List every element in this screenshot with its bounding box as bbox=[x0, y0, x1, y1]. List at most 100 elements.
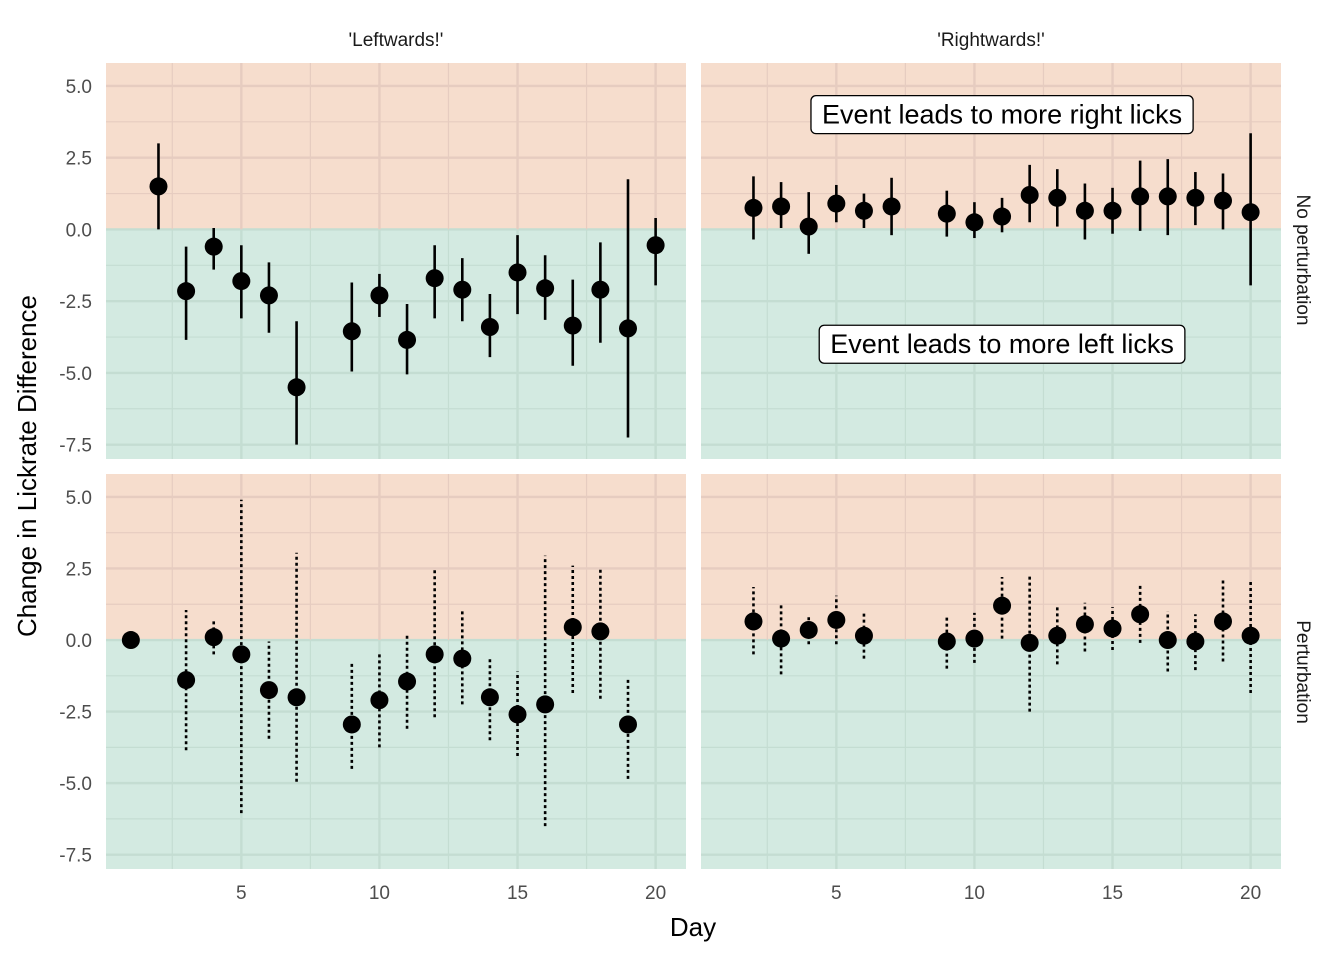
column-label-rightwards: 'Rightwards!' bbox=[937, 30, 1045, 51]
data-point bbox=[149, 177, 168, 196]
data-point bbox=[1020, 633, 1039, 652]
data-point bbox=[1048, 188, 1067, 207]
data-point bbox=[287, 378, 306, 397]
data-point bbox=[646, 236, 665, 255]
data-point bbox=[1158, 631, 1177, 650]
marks-layer bbox=[121, 133, 1260, 827]
data-point bbox=[619, 715, 637, 734]
y-tick-label: -2.5 bbox=[59, 703, 92, 724]
data-point bbox=[827, 610, 846, 629]
data-point bbox=[536, 695, 555, 714]
data-point bbox=[342, 322, 361, 341]
data-point bbox=[287, 688, 306, 707]
data-point bbox=[177, 282, 196, 301]
negative-region bbox=[106, 229, 686, 459]
data-point bbox=[398, 330, 417, 349]
data-point bbox=[619, 319, 637, 338]
data-point bbox=[480, 688, 499, 707]
x-tick-label: 5 bbox=[236, 883, 247, 904]
data-point bbox=[342, 715, 361, 734]
data-point bbox=[993, 596, 1012, 615]
series-no-perturbation-leftwards bbox=[149, 143, 665, 445]
data-point bbox=[965, 629, 984, 648]
annotation-text: Event leads to more right licks bbox=[822, 100, 1182, 130]
data-point bbox=[259, 681, 278, 700]
panel-perturbation-rightwards bbox=[701, 474, 1281, 869]
series-perturbation-rightwards bbox=[744, 574, 1260, 712]
data-point bbox=[563, 618, 582, 637]
data-point bbox=[772, 629, 791, 648]
annotation-box bbox=[818, 324, 1186, 364]
data-point bbox=[1131, 605, 1150, 624]
panel-no-perturbation-leftwards bbox=[106, 63, 686, 459]
data-point bbox=[204, 628, 223, 647]
annotation-layer: Event leads to more right licks Event lea… bbox=[810, 95, 1194, 364]
data-point bbox=[508, 705, 527, 724]
data-point bbox=[854, 626, 873, 645]
data-point bbox=[882, 197, 901, 216]
data-point bbox=[1241, 203, 1260, 222]
data-point bbox=[772, 197, 791, 216]
x-tick-label: 10 bbox=[964, 883, 985, 904]
data-point bbox=[370, 286, 389, 305]
data-point bbox=[1186, 632, 1205, 651]
row-label-no-perturbation: No perturbation bbox=[1292, 195, 1313, 326]
x-tick-label: 20 bbox=[645, 883, 666, 904]
data-point bbox=[1131, 187, 1150, 206]
data-point bbox=[425, 645, 444, 664]
data-point bbox=[398, 672, 417, 691]
data-point bbox=[744, 612, 763, 631]
x-axis-title: Day bbox=[670, 912, 716, 942]
data-point bbox=[799, 217, 818, 236]
data-point bbox=[1103, 619, 1122, 638]
negative-region bbox=[701, 640, 1281, 869]
data-point bbox=[827, 194, 846, 213]
data-point bbox=[1214, 191, 1232, 210]
data-point bbox=[854, 201, 873, 220]
data-point bbox=[993, 207, 1012, 226]
data-point bbox=[121, 631, 140, 650]
data-point bbox=[453, 280, 472, 299]
data-point bbox=[937, 204, 956, 223]
data-point bbox=[1103, 201, 1122, 220]
labels-layer: 'Leftwards!' 'Rightwards!' No perturbati… bbox=[12, 30, 1313, 942]
y-tick-label: 2.5 bbox=[66, 559, 92, 580]
data-point bbox=[370, 691, 389, 710]
annotation-text: Event leads to more left licks bbox=[830, 329, 1174, 359]
x-tick-label: 10 bbox=[369, 883, 390, 904]
data-point bbox=[591, 622, 610, 641]
data-point bbox=[1214, 612, 1232, 631]
series-perturbation-leftwards bbox=[121, 499, 637, 827]
data-point bbox=[232, 272, 251, 291]
data-point bbox=[799, 620, 818, 639]
row-label-perturbation: Perturbation bbox=[1292, 620, 1313, 724]
data-point bbox=[1020, 186, 1039, 204]
y-tick-label: -2.5 bbox=[59, 292, 92, 313]
data-point bbox=[591, 280, 610, 299]
data-point bbox=[563, 316, 582, 335]
series-no-perturbation-rightwards bbox=[744, 133, 1260, 286]
y-axis-title: Change in Lickrate Difference bbox=[12, 295, 42, 637]
positive-region bbox=[701, 474, 1281, 641]
data-point bbox=[508, 263, 527, 282]
y-tick-label: 0.0 bbox=[66, 631, 92, 652]
positive-region bbox=[106, 63, 686, 230]
x-tick-label: 15 bbox=[1102, 883, 1123, 904]
negative-region bbox=[106, 640, 686, 869]
data-point bbox=[1048, 626, 1067, 645]
x-tick-label: 15 bbox=[507, 883, 528, 904]
y-tick-label: -7.5 bbox=[59, 846, 92, 867]
data-point bbox=[1075, 615, 1094, 634]
positive-region bbox=[106, 474, 686, 641]
data-point bbox=[204, 237, 223, 256]
data-point bbox=[453, 649, 472, 668]
annotation-label-1: Event leads to more left licks bbox=[818, 324, 1186, 364]
data-point bbox=[1241, 626, 1260, 645]
column-label-leftwards: 'Leftwards!' bbox=[349, 30, 444, 51]
data-point bbox=[425, 269, 444, 288]
data-point bbox=[744, 198, 763, 217]
panel-perturbation-leftwards bbox=[106, 474, 686, 869]
y-tick-label: -5.0 bbox=[59, 774, 92, 795]
annotation-box bbox=[810, 95, 1194, 135]
